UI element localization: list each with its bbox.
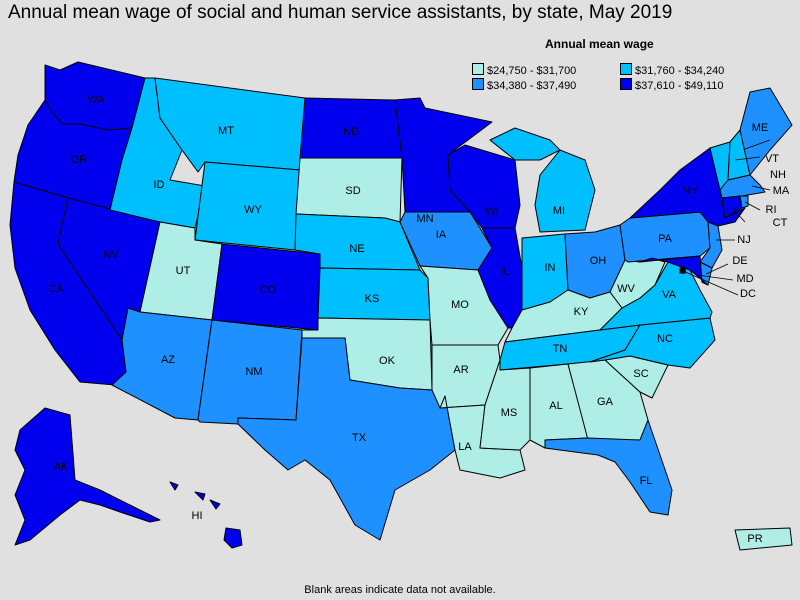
- state-label-pr: PR: [747, 533, 762, 545]
- state-label-mt: MT: [218, 125, 234, 137]
- state-label-mi: MI: [553, 205, 565, 217]
- state-label-co: CO: [260, 284, 277, 296]
- leader-line-de: [705, 263, 729, 275]
- state-label-md: MD: [736, 273, 753, 285]
- map-title: Annual mean wage of social and human ser…: [8, 2, 673, 23]
- state-label-ak: AK: [54, 461, 69, 473]
- state-label-tx: TX: [352, 432, 367, 444]
- state-IL[interactable]: [477, 227, 523, 329]
- state-TX[interactable]: [237, 337, 456, 541]
- state-label-il: IL: [500, 266, 509, 278]
- legend-label-tier-2: $31,760 - $34,240: [635, 65, 725, 77]
- legend-item-tier-2: $31,760 - $34,240: [620, 63, 724, 77]
- state-label-mn: MN: [416, 213, 433, 225]
- state-label-nd: ND: [343, 126, 359, 138]
- state-label-nh: NH: [770, 169, 786, 181]
- state-label-ri: RI: [766, 204, 777, 216]
- state-label-sd: SD: [345, 185, 360, 197]
- state-label-de: DE: [732, 255, 747, 267]
- state-FL[interactable]: [544, 419, 673, 516]
- state-label-wy: WY: [244, 204, 262, 216]
- legend-item-tier-1: $24,750 - $31,700: [472, 63, 576, 77]
- state-label-ut: UT: [176, 265, 191, 277]
- state-label-va: VA: [662, 289, 677, 301]
- state-label-wa: WA: [87, 94, 105, 106]
- legend-label-tier-4: $37,610 - $49,110: [635, 80, 724, 92]
- legend-label-tier-1: $24,750 - $31,700: [487, 65, 577, 77]
- state-MD[interactable]: [639, 255, 709, 286]
- state-label-ar: AR: [453, 364, 468, 376]
- state-MI[interactable]: [489, 127, 596, 233]
- state-label-la: LA: [458, 441, 472, 453]
- state-HI[interactable]: [169, 481, 243, 549]
- state-label-ma: MA: [773, 185, 790, 197]
- state-label-mo: MO: [451, 299, 469, 311]
- legend-swatch-tier-4: [620, 78, 632, 90]
- state-label-nm: NM: [245, 366, 262, 378]
- state-label-ct: CT: [773, 217, 788, 229]
- leader-line-ma: [751, 185, 771, 191]
- legend-title: Annual mean wage: [545, 37, 654, 51]
- state-PR[interactable]: [734, 527, 793, 551]
- leader-line-md: [696, 274, 734, 281]
- state-label-dc: DC: [740, 288, 756, 300]
- state-label-oh: OH: [590, 255, 607, 267]
- legend-item-tier-3: $34,380 - $37,490: [472, 78, 576, 92]
- state-label-ok: OK: [379, 355, 396, 367]
- state-label-al: AL: [549, 400, 562, 412]
- footnote: Blank areas indicate data not available.: [304, 584, 496, 596]
- leader-line-dc: [682, 270, 739, 296]
- legend-swatch-tier-1: [472, 63, 484, 75]
- leader-line-nh: [744, 139, 771, 150]
- leader-lines: [682, 139, 771, 296]
- state-label-pa: PA: [658, 233, 673, 245]
- state-label-in: IN: [545, 262, 556, 274]
- state-label-ne: NE: [349, 243, 364, 255]
- leader-line-ri: [744, 201, 761, 211]
- state-label-tn: TN: [553, 343, 568, 355]
- state-label-ky: KY: [574, 306, 589, 318]
- state-label-vt: VT: [765, 153, 779, 165]
- state-label-fl: FL: [640, 475, 653, 487]
- state-label-me: ME: [752, 122, 769, 134]
- state-AK[interactable]: [14, 407, 161, 546]
- state-label-ia: IA: [436, 229, 447, 241]
- legend-swatch-tier-2: [620, 63, 632, 75]
- state-label-ms: MS: [501, 407, 518, 419]
- state-label-wi: WI: [485, 206, 498, 218]
- state-label-az: AZ: [161, 354, 175, 366]
- state-label-id: ID: [154, 179, 165, 191]
- state-RI[interactable]: [739, 195, 749, 209]
- legend-label-tier-3: $34,380 - $37,490: [487, 80, 577, 92]
- state-label-nc: NC: [657, 333, 673, 345]
- legend-swatch-tier-3: [472, 78, 484, 90]
- state-label-sc: SC: [633, 368, 648, 380]
- legend-item-tier-4: $37,610 - $49,110: [620, 78, 723, 92]
- state-label-nv: NV: [103, 249, 119, 261]
- state-label-nj: NJ: [737, 234, 750, 246]
- state-label-ks: KS: [365, 293, 380, 305]
- leader-line-vt: [734, 156, 761, 161]
- state-label-ny: NY: [682, 185, 698, 197]
- state-label-or: OR: [71, 154, 88, 166]
- dc-marker: [680, 268, 686, 274]
- state-label-wv: WV: [617, 283, 635, 295]
- state-NY[interactable]: [629, 147, 746, 227]
- state-label-ga: GA: [597, 396, 614, 408]
- state-label-ca: CA: [48, 283, 64, 295]
- leader-line-ct: [731, 207, 746, 223]
- state-NC[interactable]: [589, 317, 716, 369]
- state-label-hi: HI: [192, 510, 203, 522]
